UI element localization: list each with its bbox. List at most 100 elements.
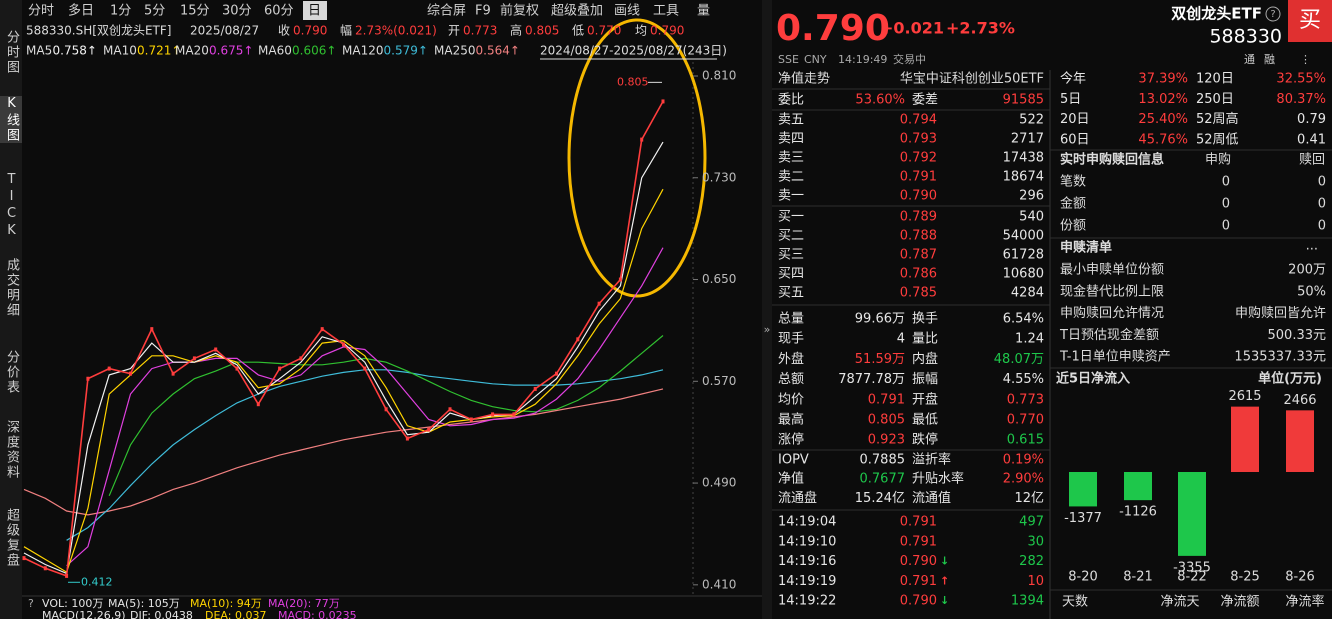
cell: 0.770 bbox=[1007, 413, 1044, 428]
x-tick-label: 8-21 bbox=[1123, 570, 1153, 585]
sidebar-tab[interactable]: K线图 bbox=[0, 96, 22, 143]
cell: 0.791 bbox=[900, 574, 937, 589]
period-tab[interactable]: 分时 bbox=[28, 4, 54, 19]
period-tab[interactable]: 日 bbox=[308, 4, 321, 19]
cell: 250日 bbox=[1196, 92, 1234, 107]
sidebar-tab[interactable]: TICK bbox=[4, 172, 19, 240]
sidebar-bg bbox=[0, 0, 22, 619]
ma-value: 0.675↑ bbox=[209, 44, 253, 58]
flow-value: -1126 bbox=[1119, 505, 1157, 520]
cell: 15.24亿 bbox=[855, 491, 905, 506]
low-label: 0.412 bbox=[81, 575, 113, 588]
sidebar-tab[interactable]: 分时图 bbox=[4, 30, 19, 75]
cell: 0.794 bbox=[900, 113, 937, 128]
candle bbox=[427, 427, 431, 432]
cell: 总量 bbox=[778, 312, 804, 327]
cell: 52周低 bbox=[1196, 132, 1239, 147]
nav-link[interactable]: 净值走势 bbox=[778, 71, 830, 87]
tool-button[interactable]: 工具 bbox=[653, 4, 679, 19]
tool-button[interactable]: 综合屏 bbox=[427, 4, 466, 19]
info-label: 588330.SH[双创龙头ETF] bbox=[26, 24, 171, 38]
candle bbox=[448, 407, 452, 412]
vol-text: VOL: 100万 bbox=[42, 597, 103, 610]
tool-button[interactable]: F9 bbox=[475, 4, 491, 19]
cell: 0.790 bbox=[900, 594, 937, 609]
period-tab[interactable]: 15分 bbox=[180, 4, 210, 19]
info-value: 0.790 bbox=[293, 24, 327, 38]
flow-bar bbox=[1231, 406, 1259, 472]
period-tab[interactable]: 30分 bbox=[222, 4, 252, 19]
cell: 61728 bbox=[1003, 248, 1044, 263]
candle bbox=[640, 137, 644, 142]
cell: 委差 bbox=[912, 93, 938, 108]
tool-button[interactable]: 超级叠加 bbox=[551, 4, 603, 19]
period-tab[interactable]: 5分 bbox=[144, 4, 165, 19]
period-tab[interactable]: 1分 bbox=[110, 4, 131, 19]
cell: 买三 bbox=[778, 248, 804, 263]
candle bbox=[469, 417, 473, 422]
cell: 0.7885 bbox=[860, 453, 906, 468]
cell: 0 bbox=[1318, 197, 1326, 212]
vol-text: MA(20): 77万 bbox=[268, 597, 340, 610]
flow-value: -1377 bbox=[1064, 511, 1102, 526]
cell: 现金替代比例上限 bbox=[1060, 283, 1164, 299]
cell: 0.79 bbox=[1297, 112, 1326, 127]
candle bbox=[342, 342, 345, 347]
candle bbox=[129, 371, 132, 376]
section-title: 申赎清单 bbox=[1060, 240, 1112, 256]
cell: IOPV bbox=[778, 453, 809, 468]
cell: 笔数 bbox=[1060, 174, 1086, 190]
cell: 振幅 bbox=[912, 372, 938, 387]
tag: 融 bbox=[1264, 53, 1275, 66]
cell: 99.66万 bbox=[855, 312, 905, 327]
cell: 溢折率 bbox=[912, 452, 951, 468]
sidebar-tab[interactable]: 成交明细 bbox=[4, 258, 19, 318]
cell: 12亿 bbox=[1014, 491, 1044, 506]
tool-button[interactable]: 画线 bbox=[614, 4, 640, 19]
period-tab[interactable]: 多日 bbox=[68, 3, 94, 19]
candle bbox=[299, 356, 303, 361]
sidebar-tab[interactable]: 超级复盘 bbox=[4, 508, 19, 568]
sidebar-tab[interactable]: 深度资料 bbox=[4, 420, 19, 480]
cell: 0.41 bbox=[1297, 132, 1326, 147]
section-title: 实时申购赎回信息 bbox=[1060, 152, 1164, 168]
cell: 0 bbox=[1222, 219, 1230, 234]
cell: 最低 bbox=[912, 413, 938, 428]
more-button[interactable]: ... bbox=[1306, 239, 1318, 254]
cell: 1394 bbox=[1011, 594, 1044, 609]
buy-button-text[interactable]: 买 bbox=[1299, 8, 1321, 33]
period-tab[interactable]: 60分 bbox=[264, 4, 294, 19]
cell: 买二 bbox=[778, 229, 804, 244]
cell: 0 bbox=[1222, 197, 1230, 212]
cell: 申购赎回皆允许 bbox=[1235, 305, 1326, 321]
sidebar-tab[interactable]: 分价表 bbox=[4, 350, 19, 395]
cell: 开盘 bbox=[912, 391, 938, 407]
cell: 10 bbox=[1027, 574, 1044, 589]
footer-label: 净流天 bbox=[1160, 595, 1199, 610]
cell: 最小申赎单位份额 bbox=[1060, 263, 1164, 278]
cell: 51.59万 bbox=[855, 352, 905, 367]
info-label: 收 bbox=[278, 24, 290, 38]
cell: 14:19:19 bbox=[778, 574, 836, 589]
cell: 120日 bbox=[1196, 72, 1234, 87]
help-icon[interactable] bbox=[1265, 6, 1281, 22]
collapse-icon[interactable]: » bbox=[764, 323, 771, 336]
cell: 53.60% bbox=[855, 93, 905, 108]
footer-label: 净流额 bbox=[1220, 595, 1259, 610]
candle bbox=[618, 277, 622, 282]
buy-button[interactable] bbox=[1288, 0, 1332, 42]
tool-button[interactable]: 前复权 bbox=[500, 3, 539, 19]
info-value: 0.805 bbox=[525, 24, 559, 38]
flow-value: 2615 bbox=[1228, 389, 1261, 404]
ma-value: 0.564↑ bbox=[476, 44, 520, 58]
tick-arrow: ↓ bbox=[940, 555, 949, 568]
cell: 量比 bbox=[912, 332, 938, 347]
security-code: 588330 bbox=[1209, 26, 1282, 48]
tool-button[interactable]: 量 bbox=[697, 4, 710, 19]
macd-text: DEA: 0.037 bbox=[205, 609, 266, 619]
cell: 13.02% bbox=[1138, 92, 1188, 107]
cell: 0.19% bbox=[1003, 453, 1044, 468]
macd-text: MACD: 0.0235 bbox=[278, 609, 357, 619]
